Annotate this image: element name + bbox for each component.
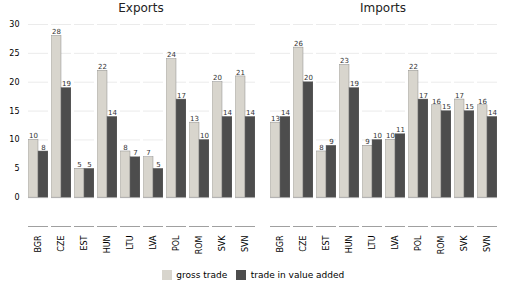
svg-text:EST: EST [80, 235, 89, 250]
svg-text:19: 19 [350, 80, 359, 88]
svg-text:24: 24 [167, 51, 176, 59]
svg-text:30: 30 [9, 20, 19, 29]
svg-text:ROM: ROM [195, 235, 204, 254]
html-text:Imports: Imports [360, 1, 406, 15]
svg-text:14: 14 [108, 109, 117, 117]
svg-text:15: 15 [9, 107, 19, 116]
svg-text:10: 10 [29, 132, 38, 140]
svg-text:13: 13 [271, 115, 280, 123]
svg-text:POL: POL [172, 235, 181, 251]
svg-text:28: 28 [52, 28, 61, 36]
svg-text:23: 23 [340, 57, 349, 65]
svg-text:7: 7 [133, 149, 137, 157]
svg-text:8: 8 [319, 144, 323, 152]
svg-text:8: 8 [41, 144, 45, 152]
svg-text:BGR: BGR [276, 235, 285, 253]
svg-text:5: 5 [87, 161, 91, 169]
svg-text:14: 14 [281, 109, 290, 117]
svg-text:11: 11 [396, 126, 405, 134]
svg-text:HUN: HUN [345, 235, 354, 253]
svg-text:BGR: BGR [34, 235, 43, 253]
svg-text:10: 10 [373, 132, 382, 140]
svg-text:20: 20 [213, 74, 222, 82]
svg-text:ROM: ROM [437, 235, 446, 254]
svg-text:POL: POL [414, 235, 423, 251]
svg-text:10: 10 [200, 132, 209, 140]
svg-text:16: 16 [432, 98, 441, 106]
svg-text:22: 22 [409, 63, 418, 71]
svg-text:25: 25 [9, 49, 19, 58]
svg-text:LTU: LTU [368, 235, 377, 249]
svg-text:LVA: LVA [149, 235, 158, 250]
html-text:gross trade: gross trade [176, 269, 228, 280]
svg-text:15: 15 [465, 103, 474, 111]
svg-text:5: 5 [156, 161, 160, 169]
svg-text:5: 5 [14, 164, 19, 173]
svg-text:14: 14 [246, 109, 255, 117]
svg-text:15: 15 [442, 103, 451, 111]
svg-text:10: 10 [386, 132, 395, 140]
svg-text:17: 17 [177, 92, 186, 100]
svg-text:21: 21 [236, 69, 245, 77]
svg-text:20: 20 [9, 78, 19, 87]
svg-text:26: 26 [294, 40, 303, 48]
svg-text:CZE: CZE [57, 236, 66, 252]
svg-text:14: 14 [488, 109, 497, 117]
svg-text:13: 13 [190, 115, 199, 123]
svg-text:20: 20 [304, 74, 313, 82]
svg-text:17: 17 [419, 92, 428, 100]
svg-text:LVA: LVA [391, 235, 400, 250]
svg-text:5: 5 [77, 161, 81, 169]
svg-text:22: 22 [98, 63, 107, 71]
svg-text:16: 16 [478, 98, 487, 106]
svg-text:HUN: HUN [103, 235, 112, 253]
svg-text:CZE: CZE [299, 236, 308, 252]
svg-text:EST: EST [322, 235, 331, 250]
svg-text:8: 8 [123, 144, 127, 152]
svg-text:9: 9 [329, 138, 333, 146]
svg-text:19: 19 [62, 80, 71, 88]
svg-text:0: 0 [14, 193, 19, 202]
html-text:Exports: Exports [118, 1, 164, 15]
svg-text:17: 17 [455, 92, 464, 100]
svg-text:9: 9 [365, 138, 369, 146]
svg-text:LTU: LTU [126, 235, 135, 249]
svg-text:SVN: SVN [241, 235, 250, 252]
html-text:trade in value added: trade in value added [250, 269, 345, 280]
svg-text:SVN: SVN [483, 235, 492, 252]
svg-text:7: 7 [146, 149, 150, 157]
svg-text:14: 14 [223, 109, 232, 117]
svg-text:SVK: SVK [460, 235, 469, 252]
svg-text:10: 10 [9, 135, 19, 144]
svg-text:SVK: SVK [218, 235, 227, 252]
